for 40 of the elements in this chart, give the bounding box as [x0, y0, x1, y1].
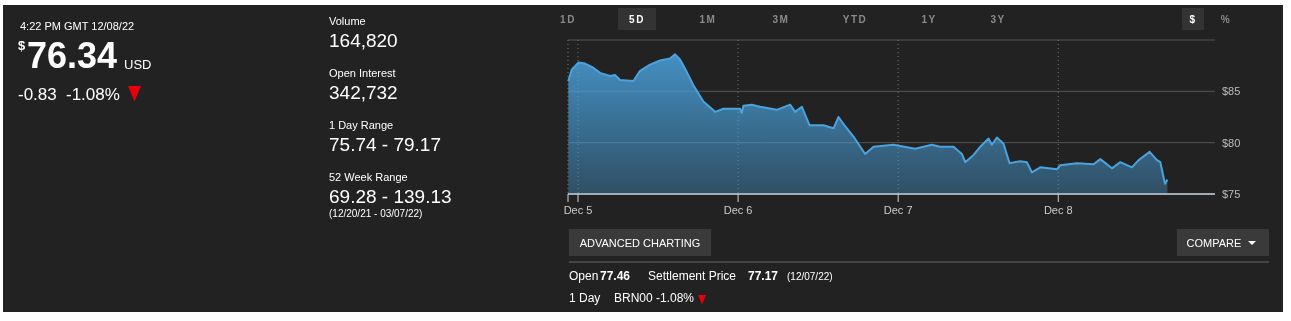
text: Open Interest [329, 67, 396, 79]
text: 1D [560, 14, 576, 25]
y-tick-label: $85 [1222, 85, 1241, 98]
text: (12/20/21 - 03/07/22) [329, 208, 423, 219]
text: $ [1189, 14, 1197, 25]
x-tick-label: Dec 8 [1043, 204, 1073, 216]
text: ADVANCED CHARTING [579, 237, 701, 249]
text: 1 Day Range [329, 119, 394, 131]
text: 77.17 [748, 269, 779, 283]
text: $ [18, 38, 26, 53]
text: 77.46 [600, 269, 631, 283]
text: -0.83 [18, 85, 57, 104]
text: 5D [629, 14, 645, 25]
text: COMPARE [1186, 237, 1242, 249]
x-tick-label: Dec 6 [723, 204, 753, 216]
text: USD [124, 57, 152, 72]
y-tick-label: $75 [1222, 188, 1241, 200]
text: 75.74 - 79.17 [329, 134, 441, 155]
text: 1Y [921, 14, 937, 25]
text: 1M [699, 14, 717, 25]
text: 164,820 [329, 30, 398, 51]
text: 52 Week Range [329, 171, 408, 183]
text: % [1220, 14, 1232, 25]
text: 342,732 [329, 82, 398, 103]
text: 4:22 PM GMT 12/08/22 [20, 20, 135, 32]
text: 3M [772, 14, 790, 25]
text: Volume [329, 15, 366, 27]
x-tick-label: Dec 7 [883, 204, 913, 216]
text: 76.34 [27, 35, 118, 76]
text: 69.28 - 139.13 [329, 186, 452, 207]
text: BRN00 -1.08% [614, 291, 695, 305]
x-tick-label: Dec 5 [563, 204, 593, 216]
text: 3Y [990, 14, 1006, 25]
text: YTD [842, 14, 868, 25]
y-tick-label: $80 [1222, 136, 1241, 149]
text: -1.08% [66, 85, 120, 104]
text: Open [569, 269, 599, 283]
text: 1 Day [569, 291, 601, 305]
text: (12/07/22) [787, 271, 833, 282]
text: Settlement Price [648, 269, 737, 283]
